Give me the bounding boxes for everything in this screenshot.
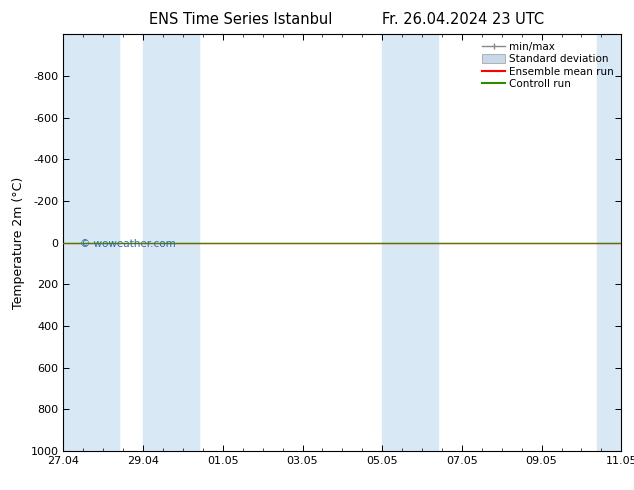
Bar	[382, 34, 438, 451]
Bar	[597, 34, 621, 451]
Y-axis label: Temperature 2m (°C): Temperature 2m (°C)	[12, 176, 25, 309]
Bar	[63, 34, 119, 451]
Text: © woweather.com: © woweather.com	[80, 239, 176, 249]
Text: ENS Time Series Istanbul: ENS Time Series Istanbul	[149, 12, 333, 27]
Bar	[143, 34, 199, 451]
Legend: min/max, Standard deviation, Ensemble mean run, Controll run: min/max, Standard deviation, Ensemble me…	[480, 40, 616, 92]
Text: Fr. 26.04.2024 23 UTC: Fr. 26.04.2024 23 UTC	[382, 12, 544, 27]
